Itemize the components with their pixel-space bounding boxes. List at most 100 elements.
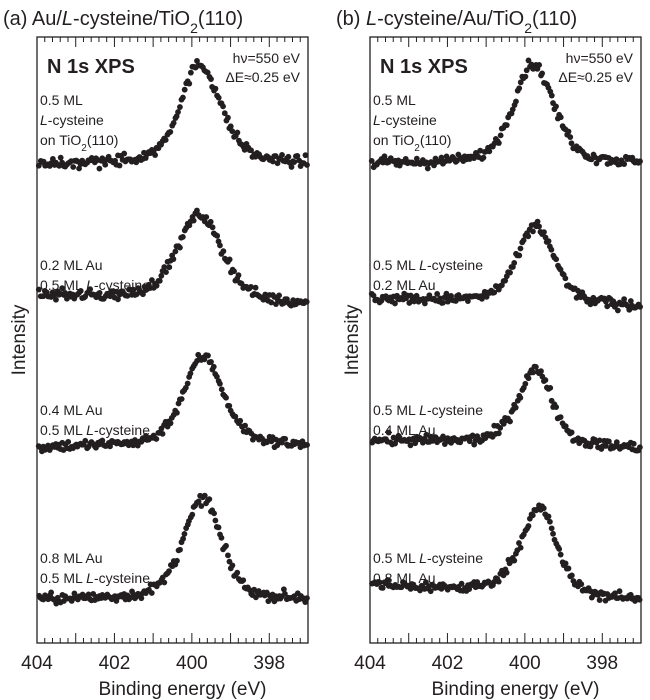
- data-point: [304, 442, 310, 448]
- data-point: [231, 268, 237, 275]
- data-point: [530, 228, 536, 235]
- data-point: [368, 158, 375, 164]
- label-segment: on TiO: [40, 132, 81, 148]
- spectrum-4: 0.8 ML Au 0.5 ML L-cysteine: [36, 492, 310, 607]
- data-point: [212, 85, 219, 92]
- data-point: [161, 264, 168, 270]
- data-point: [181, 86, 188, 93]
- data-point: [99, 437, 106, 444]
- data-point: [503, 569, 510, 576]
- data-point: [212, 517, 219, 524]
- data-point: [35, 286, 42, 293]
- data-point: [227, 123, 234, 130]
- data-point: [177, 104, 183, 110]
- data-point: [522, 73, 529, 80]
- series-label-line: on TiO2(110): [40, 132, 118, 154]
- title-part: -cysteine/Au/TiO: [377, 8, 524, 30]
- data-point: [76, 165, 82, 172]
- label-segment: 0.4 ML Au: [373, 422, 436, 438]
- data-point: [180, 535, 186, 542]
- data-point: [547, 518, 553, 525]
- label-segment: 0.8 ML Au: [40, 550, 103, 566]
- data-point: [180, 94, 186, 101]
- data-point: [540, 505, 547, 512]
- series-label-line: 0.5 ML L-cysteine: [40, 570, 150, 586]
- x-tick-label: 404: [354, 653, 386, 674]
- data-point: [194, 207, 200, 214]
- data-point: [440, 299, 446, 306]
- data-point: [424, 165, 431, 172]
- series-label-line: 0.2 ML Au: [40, 257, 103, 273]
- label-segment: 0.5 ML: [40, 570, 86, 586]
- data-point: [491, 289, 498, 296]
- data-point: [179, 234, 186, 240]
- title-part: L: [62, 8, 73, 30]
- y-axis-label: Intensity: [9, 304, 30, 375]
- title-part: (110): [532, 8, 577, 30]
- label-segment: L: [40, 112, 48, 128]
- plot-heading: N 1s XPS: [47, 56, 135, 78]
- title-part: 2: [524, 20, 532, 36]
- data-point: [213, 373, 220, 380]
- data-point: [458, 580, 465, 587]
- label-segment: 0.8 ML Au: [373, 570, 436, 586]
- data-point: [522, 380, 529, 387]
- data-point: [195, 498, 202, 505]
- data-point: [565, 128, 572, 135]
- data-point: [262, 291, 269, 298]
- data-point: [208, 359, 214, 365]
- spectrum-4: 0.5 ML L-cysteine 0.8 ML Au: [369, 502, 643, 604]
- label-segment: 0.5 ML: [373, 92, 416, 108]
- data-point: [218, 386, 225, 393]
- data-point: [273, 301, 279, 308]
- data-point: [497, 425, 504, 431]
- data-point: [596, 437, 603, 444]
- data-point: [513, 98, 519, 105]
- data-point: [637, 158, 643, 165]
- panel-title: (b) L-cysteine/Au/TiO2(110): [336, 8, 577, 36]
- label-segment: 0.2 ML Au: [40, 257, 103, 273]
- photon-info-line: ΔE≈0.25 eV: [558, 69, 633, 85]
- data-point: [189, 511, 196, 518]
- data-point: [376, 579, 383, 586]
- data-point: [209, 224, 216, 231]
- data-point: [187, 370, 194, 377]
- panel-b: 404 402 400 398 Binding energy (eV) Intensity…: [336, 8, 643, 700]
- data-point: [221, 110, 228, 117]
- data-point: [437, 295, 443, 302]
- data-point: [593, 160, 600, 167]
- data-point: [525, 233, 532, 240]
- data-point: [613, 156, 620, 163]
- data-point: [530, 369, 536, 376]
- series-label-line: 0.5 ML L-cysteine: [40, 277, 150, 293]
- data-point: [167, 420, 174, 427]
- x-tick-label: 402: [99, 653, 131, 674]
- plot-frame: [369, 36, 642, 644]
- data-point: [517, 394, 524, 401]
- data-point: [53, 296, 59, 303]
- title-part: -cysteine/TiO: [73, 8, 190, 30]
- label-segment: L: [419, 550, 427, 566]
- data-point: [130, 286, 137, 293]
- data-point: [407, 442, 414, 449]
- data-point: [613, 439, 620, 446]
- data-point: [206, 496, 213, 503]
- data-point: [177, 546, 183, 553]
- data-point: [237, 417, 244, 424]
- data-point: [268, 299, 275, 306]
- label-segment: L: [86, 570, 94, 586]
- data-point: [40, 293, 47, 300]
- data-point: [547, 384, 554, 391]
- data-point: [548, 246, 555, 253]
- series-label-line: L-cysteine: [40, 112, 104, 128]
- data-point: [170, 120, 177, 126]
- data-point: [438, 154, 445, 161]
- data-point: [225, 552, 231, 559]
- title-part: (a) Au/: [3, 8, 62, 30]
- data-point: [507, 418, 513, 425]
- data-point: [187, 69, 194, 76]
- x-tick-label: 398: [253, 653, 285, 674]
- data-point: [509, 106, 516, 113]
- x-axis-label: Binding energy (eV): [99, 679, 267, 700]
- data-point: [174, 557, 180, 564]
